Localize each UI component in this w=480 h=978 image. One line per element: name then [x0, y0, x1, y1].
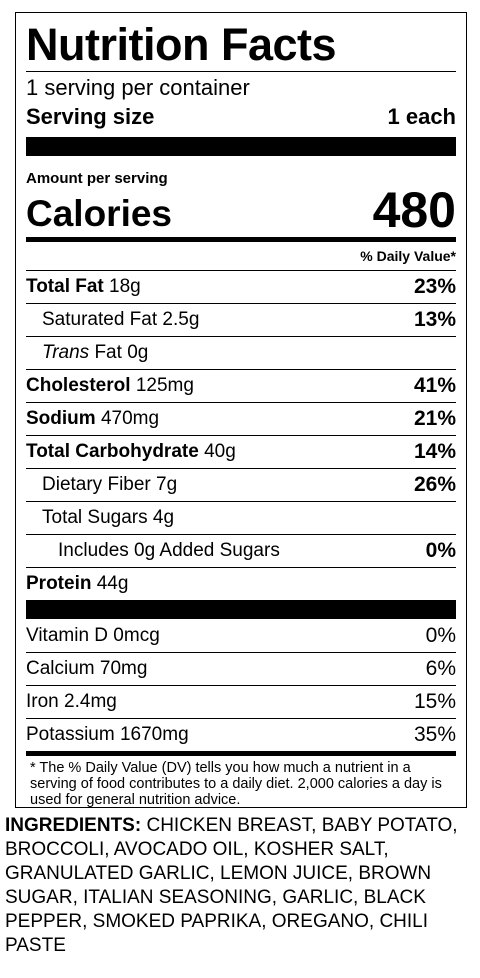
nutrient-name: Total Sugars: [42, 507, 148, 528]
calories-label: Calories: [26, 193, 173, 234]
vitamin-name: Potassium: [26, 724, 115, 745]
vitamin-amount: 2.4mg: [64, 691, 117, 712]
nutrient-amount: 2.5g: [162, 309, 200, 330]
ingredients-list: INGREDIENTS: CHICKEN BREAST, BABY POTATO…: [5, 814, 475, 958]
vitamin-amount: 1670mg: [119, 724, 189, 745]
calories-value: 480: [372, 182, 456, 238]
vitamin-dv: 0%: [425, 623, 456, 647]
nutrient-row-total-carbohydrate: Total Carbohydrate 40g 14%: [26, 435, 456, 468]
nutrient-name: Saturated Fat: [42, 309, 158, 330]
nutrient-amount: 4g: [152, 507, 175, 528]
nutrient-dv: 41%: [413, 374, 456, 397]
vitamin-row-vitamin-d: Vitamin D 0mcg 0%: [26, 619, 456, 652]
nutrient-name: Includes 0g Added Sugars: [58, 540, 280, 561]
vitamin-amount: 0mcg: [113, 624, 160, 646]
nutrient-name: Dietary Fiber: [42, 474, 151, 495]
nutrient-name: Total Fat: [26, 276, 104, 297]
label-title: Nutrition Facts: [26, 19, 337, 70]
nutrient-name: Cholesterol: [26, 375, 131, 396]
nutrient-row-total-sugars: Total Sugars 4g: [26, 501, 456, 534]
vitamin-row-potassium: Potassium 1670mg 35%: [26, 718, 456, 751]
calories-row: Calories 480: [26, 183, 456, 237]
serving-size-label: Serving size: [26, 104, 155, 129]
daily-value-footnote: * The % Daily Value (DV) tells you how m…: [30, 760, 442, 808]
nutrient-row-trans-fat: Trans Fat 0g: [26, 336, 456, 369]
vitamin-name: Iron: [26, 691, 59, 712]
nutrient-row-protein: Protein 44g: [26, 567, 456, 600]
nutrient-amount: 0g: [127, 342, 149, 363]
nutrient-name: Total Carbohydrate: [26, 441, 199, 462]
nutrient-dv: 14%: [413, 440, 456, 463]
vitamin-dv: 35%: [413, 723, 456, 746]
nutrient-dv: 21%: [413, 407, 456, 430]
serving-size-row: Serving size 1 each: [26, 102, 456, 132]
nutrient-name: Protein: [26, 573, 92, 594]
nutrient-row-added-sugars: Includes 0g Added Sugars 0%: [26, 534, 456, 567]
medium-divider: [26, 751, 456, 756]
nutrient-row-saturated-fat: Saturated Fat 2.5g 13%: [26, 303, 456, 336]
nutrient-name: Trans: [42, 342, 90, 363]
nutrient-amount: 470mg: [100, 408, 160, 429]
thick-divider: [26, 600, 456, 619]
nutrient-row-cholesterol: Cholesterol 125mg 41%: [26, 369, 456, 402]
daily-value-header: % Daily Value*: [360, 248, 456, 264]
nutrient-dv: 26%: [413, 473, 456, 496]
vitamin-row-calcium: Calcium 70mg 6%: [26, 652, 456, 685]
medium-divider: [26, 237, 456, 242]
nutrient-name-rest: Fat: [94, 342, 122, 363]
amount-per-serving: Amount per serving: [26, 170, 168, 187]
vitamin-dv: 6%: [425, 657, 456, 680]
nutrient-amount: 125mg: [135, 375, 194, 396]
servings-per-container: 1 serving per container: [26, 75, 250, 100]
vitamin-row-iron: Iron 2.4mg 15%: [26, 685, 456, 718]
ingredients-text: CHICKEN BREAST, BABY POTATO, BROCCOLI, A…: [5, 815, 458, 956]
serving-size-value: 1 each: [387, 104, 457, 129]
nutrient-amount: 44g: [96, 573, 129, 594]
vitamin-name: Calcium: [26, 658, 95, 679]
nutrient-dv: 23%: [413, 275, 456, 298]
vitamin-amount: 70mg: [99, 658, 148, 679]
nutrient-dv: 0%: [425, 539, 456, 562]
thick-divider: [26, 137, 456, 156]
vitamin-name: Vitamin D: [26, 624, 109, 646]
nutrient-amount: 18g: [109, 276, 141, 297]
nutrient-row-dietary-fiber: Dietary Fiber 7g 26%: [26, 468, 456, 501]
vitamin-dv: 15%: [413, 690, 456, 713]
nutrient-amount: 7g: [156, 474, 178, 495]
divider: [26, 71, 456, 72]
ingredients-heading: INGREDIENTS:: [5, 815, 142, 836]
nutrient-amount: 40g: [204, 441, 236, 462]
nutrient-name: Sodium: [26, 408, 96, 429]
nutrient-dv: 13%: [413, 308, 456, 331]
nutrient-row-sodium: Sodium 470mg 21%: [26, 402, 456, 435]
nutrient-row-total-fat: Total Fat 18g 23%: [26, 270, 456, 303]
nutrition-facts-label: Nutrition Facts 1 serving per container …: [15, 12, 467, 808]
